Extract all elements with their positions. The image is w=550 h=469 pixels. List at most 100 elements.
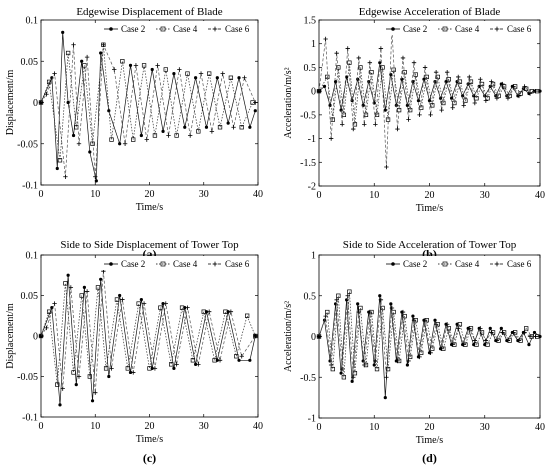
point-case-6 bbox=[155, 63, 160, 68]
point-case-6 bbox=[76, 374, 82, 379]
point-case-2 bbox=[438, 96, 443, 100]
y-tick-label: 1 bbox=[311, 251, 316, 262]
point-case-6 bbox=[461, 342, 466, 347]
point-case-2 bbox=[433, 318, 437, 322]
point-case-4 bbox=[347, 289, 352, 294]
point-case-6 bbox=[373, 122, 378, 127]
point-case-2 bbox=[94, 179, 98, 183]
legend-marker bbox=[442, 26, 448, 32]
point-case-6 bbox=[494, 96, 500, 101]
point-case-4 bbox=[358, 305, 363, 311]
point-case-6 bbox=[152, 366, 158, 371]
point-case-6 bbox=[505, 338, 511, 343]
legend-label: Case 4 bbox=[173, 24, 198, 34]
point-case-6 bbox=[483, 98, 489, 103]
point-case-6 bbox=[120, 297, 125, 302]
point-case-2 bbox=[66, 273, 70, 277]
point-case-6 bbox=[323, 313, 328, 319]
point-case-6 bbox=[144, 137, 149, 142]
point-case-4 bbox=[419, 350, 424, 355]
legend-label: Case 4 bbox=[173, 259, 198, 269]
legend-marker bbox=[160, 261, 166, 267]
y-tick-label: 0 bbox=[33, 98, 38, 109]
point-case-2 bbox=[194, 76, 198, 80]
y-tick-label: 1 bbox=[311, 39, 316, 50]
point-case-2 bbox=[139, 133, 143, 138]
y-axis-label: Acceleration/m/s² bbox=[283, 67, 294, 138]
point-case-2 bbox=[248, 125, 252, 129]
point-case-6 bbox=[38, 333, 44, 339]
point-case-6 bbox=[109, 366, 114, 371]
point-case-4 bbox=[501, 84, 507, 89]
x-tick-label: 10 bbox=[90, 189, 100, 200]
legend-label: Case 4 bbox=[455, 24, 480, 34]
point-case-2 bbox=[350, 379, 354, 383]
point-case-4 bbox=[223, 309, 228, 314]
y-axis-label: Displacement/m bbox=[5, 303, 16, 369]
point-case-4 bbox=[239, 125, 244, 130]
point-case-6 bbox=[367, 309, 373, 315]
point-case-6 bbox=[52, 71, 57, 76]
x-tick-label: 40 bbox=[253, 189, 263, 200]
legend-label: Case 2 bbox=[403, 259, 427, 269]
legend: Case 2 Case 4 Case 6 bbox=[382, 256, 538, 270]
y-tick-label: -0.05 bbox=[17, 372, 38, 383]
point-case-4 bbox=[524, 86, 529, 91]
point-case-6 bbox=[378, 297, 384, 303]
point-case-2 bbox=[139, 297, 143, 302]
point-case-6 bbox=[93, 390, 98, 395]
point-case-4 bbox=[457, 322, 463, 327]
point-case-6 bbox=[52, 301, 57, 306]
point-case-6 bbox=[417, 112, 422, 118]
legend-label: Case 6 bbox=[507, 24, 532, 34]
x-tick-label: 0 bbox=[317, 422, 322, 433]
point-case-6 bbox=[340, 366, 345, 372]
point-case-4 bbox=[358, 65, 363, 70]
point-case-4 bbox=[234, 354, 239, 359]
point-case-4 bbox=[419, 105, 424, 110]
point-case-4 bbox=[330, 117, 335, 122]
point-case-4 bbox=[217, 125, 223, 130]
x-tick-label: 10 bbox=[90, 421, 100, 432]
point-case-6 bbox=[351, 375, 356, 380]
legend-marker bbox=[212, 26, 218, 32]
point-case-6 bbox=[253, 100, 258, 105]
point-case-4 bbox=[402, 313, 407, 319]
panel-label: (d) bbox=[422, 451, 437, 465]
series-line-case-4 bbox=[318, 62, 538, 125]
point-case-4 bbox=[201, 309, 206, 314]
legend-marker bbox=[391, 262, 395, 266]
point-case-4 bbox=[441, 100, 446, 106]
point-case-6 bbox=[395, 126, 400, 132]
point-case-2 bbox=[82, 285, 86, 289]
point-case-6 bbox=[511, 330, 516, 335]
series-line-case-6 bbox=[318, 295, 536, 378]
point-case-6 bbox=[217, 358, 223, 363]
point-case-4 bbox=[95, 285, 101, 290]
point-case-6 bbox=[533, 88, 538, 94]
x-tick-label: 10 bbox=[369, 190, 379, 201]
y-tick-label: 0.5 bbox=[304, 291, 317, 302]
point-case-6 bbox=[174, 362, 179, 367]
point-case-6 bbox=[44, 92, 49, 97]
point-case-6 bbox=[84, 289, 90, 294]
plot-frame bbox=[318, 254, 541, 419]
x-tick-label: 30 bbox=[480, 190, 490, 201]
point-case-4 bbox=[341, 112, 347, 118]
point-case-6 bbox=[444, 69, 450, 75]
legend-box bbox=[382, 21, 538, 35]
y-tick-label: 0.5 bbox=[304, 63, 317, 74]
x-tick-label: 20 bbox=[145, 421, 155, 432]
point-case-6 bbox=[461, 103, 466, 108]
point-case-6 bbox=[356, 309, 361, 315]
point-case-2 bbox=[161, 302, 165, 306]
point-case-6 bbox=[367, 60, 373, 65]
point-case-2 bbox=[389, 302, 393, 306]
point-case-6 bbox=[406, 117, 411, 122]
x-tick-label: 10 bbox=[369, 422, 379, 433]
point-case-4 bbox=[524, 326, 529, 331]
point-case-6 bbox=[362, 122, 367, 127]
point-case-6 bbox=[345, 293, 350, 298]
point-case-6 bbox=[60, 386, 65, 391]
point-case-4 bbox=[79, 293, 84, 298]
